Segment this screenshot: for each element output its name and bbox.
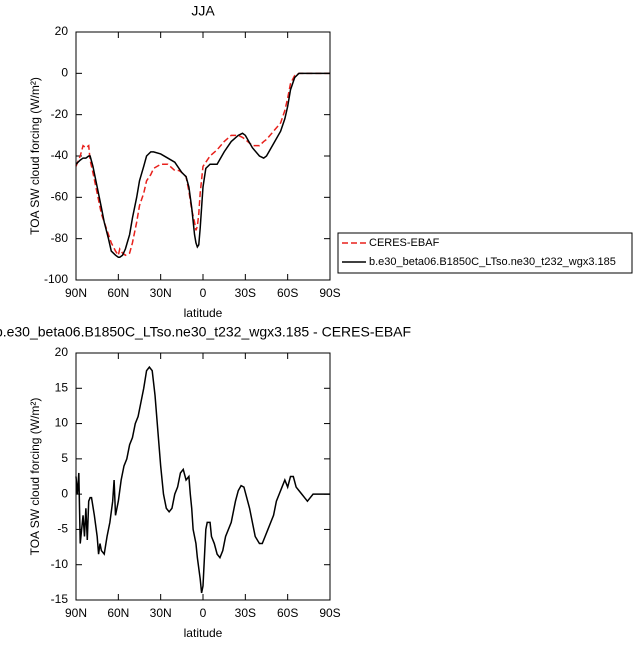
series-line [75, 365, 330, 594]
y-tick-label: 20 [55, 24, 69, 38]
y-tick-label: 5 [61, 451, 68, 465]
series-line [75, 72, 330, 258]
x-axis-label: latitude [184, 306, 223, 320]
x-tick-label: 90N [65, 606, 87, 620]
plot-frame [75, 352, 331, 601]
x-axis-label: latitude [184, 626, 223, 640]
y-tick-label: -100 [44, 272, 68, 286]
x-tick-label: 0 [200, 606, 207, 620]
legend-label: CERES-EBAF [369, 237, 440, 249]
y-tick-label: -20 [51, 107, 69, 121]
chart-title: JJA [191, 3, 215, 19]
x-tick-label: 30S [235, 286, 256, 300]
x-tick-label: 90S [319, 286, 340, 300]
y-tick-label: -15 [51, 592, 69, 606]
y-axis-label: TOA SW cloud forcing (W/m²) [28, 398, 42, 556]
x-tick-label: 30N [150, 286, 172, 300]
y-tick-label: 10 [55, 416, 69, 430]
x-tick-label: 60N [107, 606, 129, 620]
x-tick-label: 60S [277, 606, 298, 620]
x-tick-label: 60S [277, 286, 298, 300]
y-tick-label: -60 [51, 190, 69, 204]
y-tick-label: -5 [57, 522, 68, 536]
x-tick-label: 60N [107, 286, 129, 300]
y-tick-label: -80 [51, 231, 69, 245]
legend-box [337, 232, 633, 274]
x-tick-label: 30S [235, 606, 256, 620]
y-axis-label: TOA SW cloud forcing (W/m²) [28, 77, 42, 235]
x-tick-label: 90N [65, 286, 87, 300]
legend-label: b.e30_beta06.B1850C_LTso.ne30_t232_wgx3.… [369, 256, 616, 268]
plot-frame [75, 31, 331, 281]
y-tick-label: 15 [55, 380, 69, 394]
y-tick-label: 0 [61, 66, 68, 80]
x-tick-label: 30N [150, 606, 172, 620]
y-tick-label: 20 [55, 345, 69, 359]
x-tick-label: 90S [319, 606, 340, 620]
chart-title: b.e30_beta06.B1850C_LTso.ne30_t232_wgx3.… [0, 324, 411, 340]
y-tick-label: 0 [61, 486, 68, 500]
y-tick-label: -10 [51, 557, 69, 571]
series-line [75, 72, 330, 259]
y-tick-label: -40 [51, 148, 69, 162]
x-tick-label: 0 [200, 286, 207, 300]
